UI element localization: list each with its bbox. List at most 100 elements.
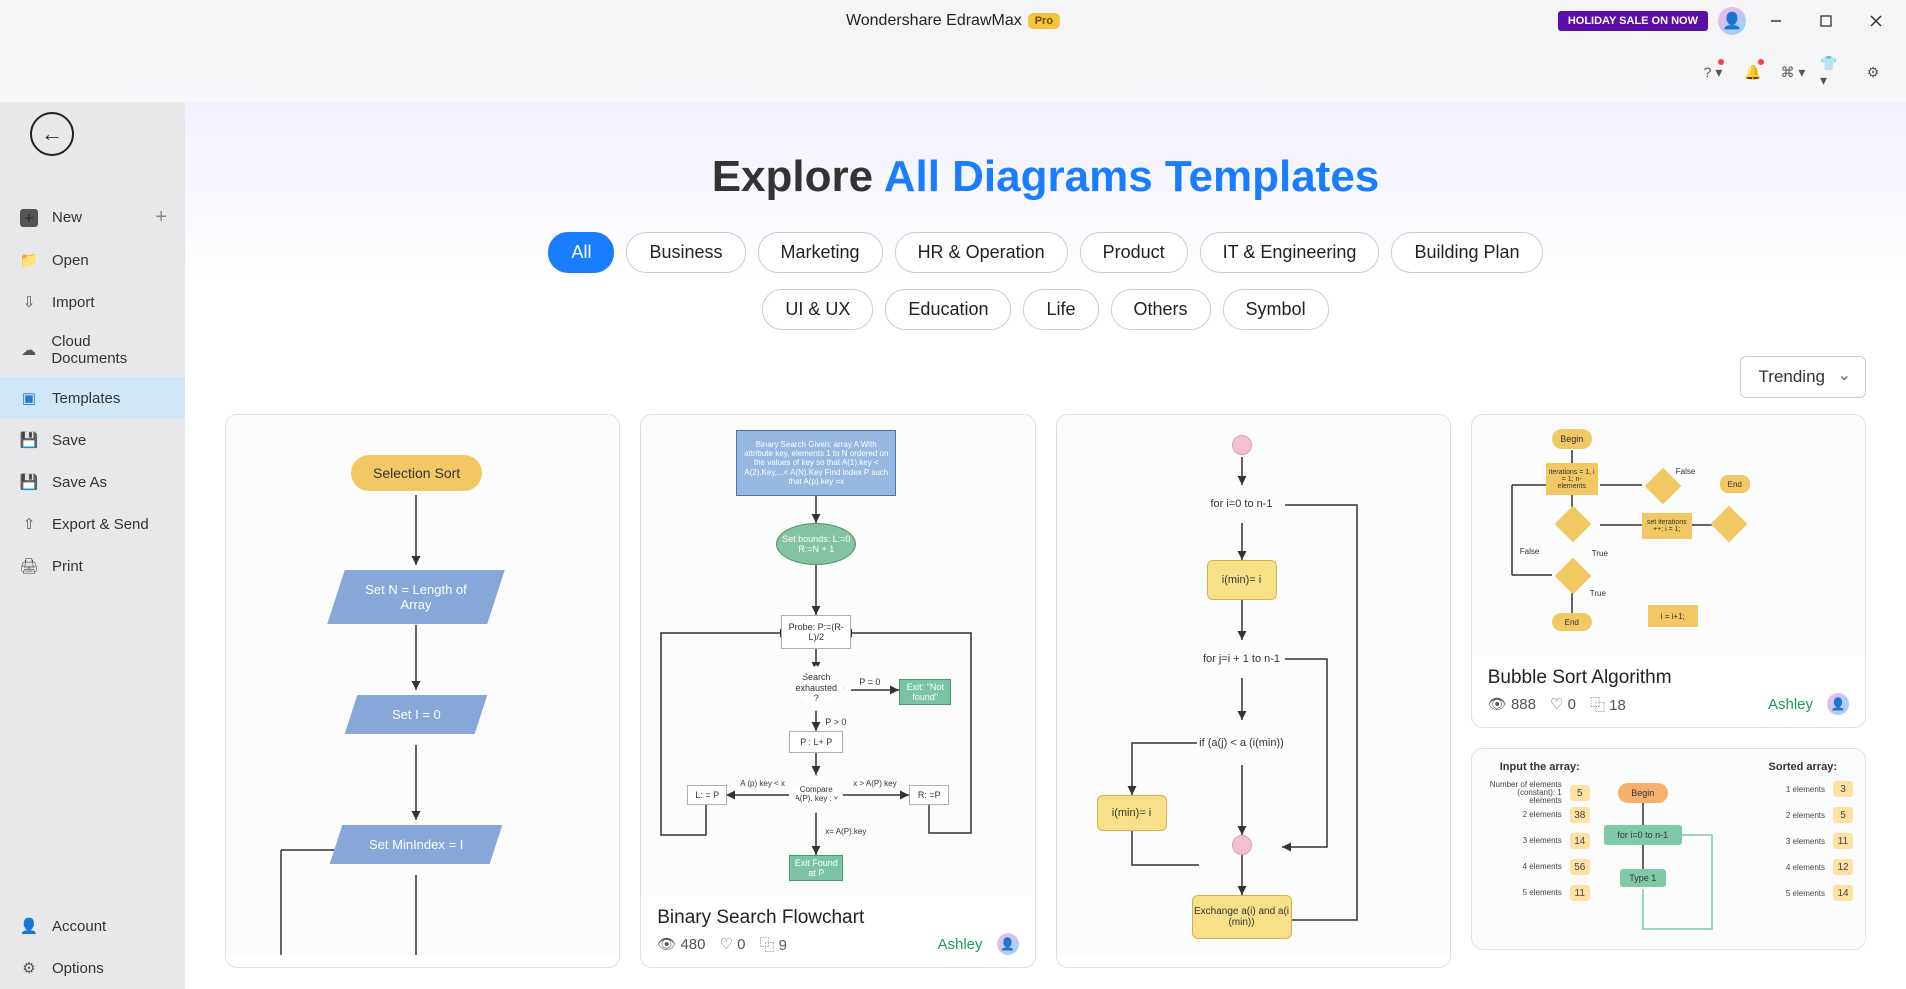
sidebar-item-account[interactable]: 👤 Account (0, 905, 185, 947)
exchange: Exchange a(i) and a(i (min)) (1192, 895, 1292, 939)
bubble-false2: False (1520, 547, 1540, 556)
sidebar-item-cloud-documents[interactable]: ☁ Cloud Documents (0, 323, 185, 377)
filter-chip-business[interactable]: Business (626, 232, 745, 273)
card-title: Binary Search Flowchart (641, 895, 1034, 933)
headline-accent: All Diagrams Templates (884, 152, 1380, 201)
app-title-group: Wondershare EdrawMax Pro (846, 12, 1060, 30)
start-dot (1232, 435, 1252, 455)
sidebar-item-export-send[interactable]: ⇧ Export & Send (0, 503, 185, 545)
sidebar-item-import[interactable]: ⇩ Import (0, 281, 185, 323)
template-card-binary-search[interactable]: Binary Search Given: array A With attrib… (640, 414, 1035, 968)
sidebar-label: Import (52, 294, 95, 311)
filter-chip-ui-ux[interactable]: UI & UX (762, 289, 873, 330)
bubble-end: End (1720, 475, 1750, 493)
headline-lead: Explore (712, 152, 884, 201)
user-avatar[interactable]: 👤 (1718, 7, 1746, 35)
close-button[interactable] (1856, 9, 1896, 33)
uses-icon: ⿻ 18 (1590, 694, 1626, 715)
bs-bounds: Set bounds: L:=0 R:=N + 1 (776, 523, 856, 565)
decision: if (a(j) < a (i(min)) (1199, 737, 1284, 749)
bs-label-p0: P = 0 (855, 673, 884, 691)
bubble-begin: Begin (1552, 429, 1592, 449)
bubble-end2: End (1552, 613, 1592, 631)
sidebar-label: Save (52, 432, 86, 449)
notification-icon[interactable]: 🔔 (1740, 59, 1766, 85)
sidebar-item-new[interactable]: New + (0, 196, 185, 239)
minimize-button[interactable] (1756, 9, 1796, 33)
assign1: i(min)= i (1207, 560, 1277, 600)
cloud-icon: ☁ (18, 339, 39, 361)
bs-label-pn0: P > 0 (821, 713, 850, 731)
sidebar-item-save-as[interactable]: 💾 Save As (0, 461, 185, 503)
sort-dropdown[interactable]: Trending (1740, 356, 1866, 398)
bs-probe: Probe: P:=(R-L)/2 (781, 615, 851, 649)
filter-chip-hr-operation[interactable]: HR & Operation (895, 232, 1068, 273)
app-title: Wondershare EdrawMax (846, 12, 1022, 30)
bs-exit-notfound: Exit: "Not found" (899, 679, 951, 705)
folder-icon: 📁 (18, 249, 40, 271)
bs-left-cond: A (p) key < x (736, 775, 789, 792)
bs-header: Binary Search Given: array A With attrib… (736, 430, 896, 496)
views-icon: 👁 480 (657, 935, 705, 953)
filter-chip-life[interactable]: Life (1023, 289, 1098, 330)
template-card-bubble-sort[interactable]: Begin iterations = 1, i = 1; n-elements … (1471, 414, 1866, 728)
main-content: Explore All Diagrams Templates All Busine… (185, 102, 1906, 989)
filter-chips: All Business Marketing HR & Operation Produc… (225, 232, 1866, 330)
bubble-false: False (1676, 467, 1696, 476)
loop2: for j=i + 1 to n-1 (1203, 653, 1280, 665)
filter-chip-education[interactable]: Education (885, 289, 1011, 330)
card-title: Bubble Sort Algorithm (1472, 655, 1865, 693)
sidebar: ← New + 📁 Open ⇩ Import ☁ Cloud Document… (0, 102, 185, 989)
template-card-insertion-sort[interactable]: Input the array: Sorted array: Number of… (1471, 748, 1866, 950)
sidebar-item-save[interactable]: 💾 Save (0, 419, 185, 461)
author-avatar-icon: 👤 (1827, 693, 1849, 715)
plus-icon[interactable]: + (155, 206, 167, 229)
sidebar-item-options[interactable]: ⚙ Options (0, 947, 185, 989)
maximize-button[interactable] (1806, 9, 1846, 33)
card-meta: 👁 888 ♡ 0 ⿻ 18 Ashley 👤 (1472, 693, 1865, 727)
template-card-grid: Selection Sort Set N = Length of Array S… (225, 414, 1866, 989)
bs-right: R: =P (909, 785, 949, 805)
filter-chip-building-plan[interactable]: Building Plan (1391, 232, 1542, 273)
sidebar-label: Cloud Documents (51, 333, 167, 367)
pro-badge: Pro (1028, 13, 1060, 29)
sidebar-label: Templates (52, 390, 120, 407)
bubble-inc: i = i+1; (1648, 605, 1698, 627)
bubble-swap: set iterations ++; i = 1; (1642, 513, 1692, 539)
sidebar-item-templates[interactable]: ▣ Templates (0, 377, 185, 419)
merge-dot (1232, 835, 1252, 855)
templates-icon: ▣ (18, 387, 40, 409)
command-icon[interactable]: ⌘ ▾ (1780, 59, 1806, 85)
flow-node: Set N = Length of Array (358, 582, 474, 612)
import-icon: ⇩ (18, 291, 40, 313)
card-author: Ashley (937, 936, 982, 953)
sidebar-label: Export & Send (52, 516, 149, 533)
bubble-iter: iterations = 1, i = 1; n-elements (1546, 463, 1598, 495)
help-icon[interactable]: ? ▾ (1700, 59, 1726, 85)
gear-icon: ⚙ (18, 957, 40, 979)
shirt-icon[interactable]: 👕 ▾ (1820, 59, 1846, 85)
holiday-sale-badge[interactable]: HOLIDAY SALE ON NOW (1558, 11, 1708, 31)
likes-icon: ♡ 0 (720, 935, 746, 953)
sidebar-item-print[interactable]: 🖨 Print (0, 545, 185, 587)
filter-chip-others[interactable]: Others (1111, 289, 1211, 330)
sidebar-item-open[interactable]: 📁 Open (0, 239, 185, 281)
settings-icon[interactable]: ⚙ (1860, 59, 1886, 85)
filter-chip-all[interactable]: All (548, 232, 614, 273)
assign2: i(min)= i (1097, 795, 1167, 831)
filter-chip-product[interactable]: Product (1080, 232, 1188, 273)
title-bar: Wondershare EdrawMax Pro HOLIDAY SALE ON… (0, 0, 1906, 42)
template-card-selection-sort-2[interactable]: for i=0 to n-1 i(min)= i for j=i + 1 to … (1056, 414, 1451, 968)
sidebar-label: Open (52, 252, 89, 269)
filter-chip-it-engineering[interactable]: IT & Engineering (1200, 232, 1380, 273)
account-icon: 👤 (18, 915, 40, 937)
bs-exit-found: Exit Found at P (789, 855, 843, 881)
filter-chip-symbol[interactable]: Symbol (1223, 289, 1329, 330)
export-icon: ⇧ (18, 513, 40, 535)
filter-chip-marketing[interactable]: Marketing (758, 232, 883, 273)
likes-icon: ♡ 0 (1550, 695, 1576, 713)
loop1: for i=0 to n-1 (1210, 498, 1272, 510)
print-icon: 🖨 (18, 555, 40, 577)
back-button[interactable]: ← (30, 112, 74, 156)
template-card-selection-sort[interactable]: Selection Sort Set N = Length of Array S… (225, 414, 620, 968)
